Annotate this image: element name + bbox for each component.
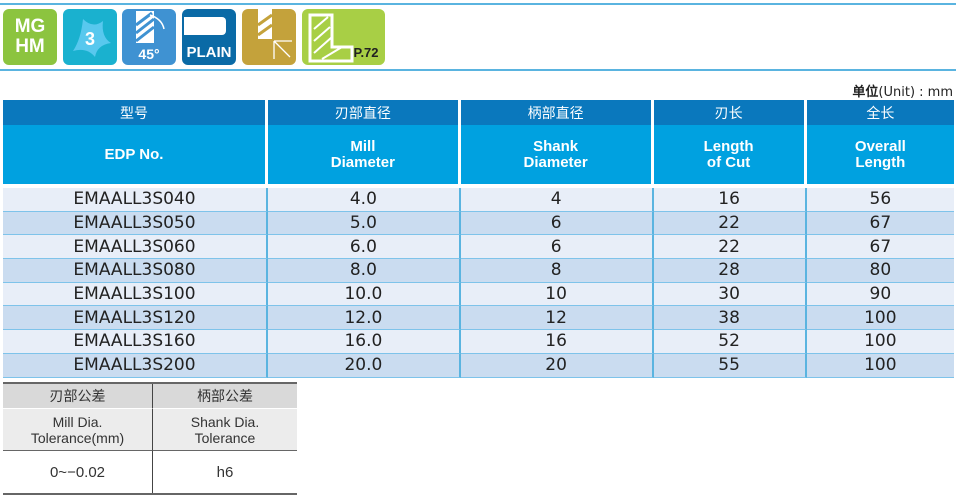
specification-table: 型号 刃部直径 柄部直径 刃长 全长 EDP No. Mill Diameter … [3, 100, 954, 378]
cell-length-of-cut: 28 [653, 259, 807, 283]
cell-overall-length: 67 [806, 235, 954, 260]
cell-overall-length: 100 [806, 353, 954, 378]
cell-shank-diameter: 8 [460, 259, 654, 283]
table-row: EMAALL3S080 8.0 8 28 80 [3, 259, 954, 283]
header-mill-diameter: Mill Diameter [268, 125, 461, 188]
mill-tolerance-value: 0~−0.02 [3, 451, 153, 493]
icon-bottom-rule [0, 69, 956, 71]
header-length-of-cut: Length of Cut [653, 125, 807, 188]
helix-angle-label: 45° [138, 46, 160, 62]
cell-shank-diameter: 16 [460, 330, 654, 354]
cell-mill-diameter: 5.0 [268, 211, 461, 236]
header-cn-overall-length: 全长 [806, 100, 954, 125]
cell-edp-no: EMAALL3S080 [3, 259, 268, 283]
table-row: EMAALL3S060 6.0 6 22 67 [3, 235, 954, 260]
cell-length-of-cut: 22 [653, 235, 807, 260]
cell-shank-diameter: 6 [460, 235, 654, 260]
cell-mill-diameter: 8.0 [268, 259, 461, 283]
header-cn-shank-diameter: 柄部直径 [460, 100, 654, 125]
page-reference-icon[interactable]: P.72 [302, 9, 385, 65]
cell-mill-diameter: 16.0 [268, 330, 461, 354]
header-cn-shank-tolerance: 柄部公差 [153, 384, 297, 409]
header-edp: EDP No. [3, 125, 268, 188]
cell-mill-diameter: 12.0 [268, 306, 461, 331]
top-rule [0, 3, 956, 5]
header-cn-mill-tolerance: 刃部公差 [3, 384, 153, 409]
table-row: EMAALL3S100 10.0 10 30 90 [3, 282, 954, 307]
cell-mill-diameter: 6.0 [268, 235, 461, 260]
shank-tolerance-value: h6 [216, 463, 234, 481]
cell-length-of-cut: 38 [653, 306, 807, 331]
cutting-direction-icon [242, 9, 296, 65]
cell-overall-length: 100 [806, 330, 954, 354]
cell-edp-no: EMAALL3S050 [3, 211, 268, 236]
cell-shank-diameter: 6 [460, 211, 654, 236]
header-shank-tolerance: Shank Dia. Tolerance [153, 409, 297, 451]
cell-length-of-cut: 55 [653, 353, 807, 378]
cell-edp-no: EMAALL3S200 [3, 353, 268, 378]
cell-overall-length: 67 [806, 211, 954, 236]
cell-length-of-cut: 30 [653, 282, 807, 307]
cell-edp-no: EMAALL3S160 [3, 330, 268, 354]
table-row: EMAALL3S120 12.0 12 38 100 [3, 306, 954, 331]
cell-overall-length: 100 [806, 306, 954, 331]
mg-hm-material-icon: MG HM [3, 9, 57, 65]
three-flute-icon: 3 [63, 9, 117, 65]
cell-edp-no: EMAALL3S060 [3, 235, 268, 260]
cell-mill-diameter: 10.0 [268, 282, 461, 307]
cell-shank-diameter: 10 [460, 282, 654, 307]
table-row: EMAALL3S040 4.0 4 16 56 [3, 188, 954, 212]
cell-overall-length: 90 [806, 282, 954, 307]
header-mill-tolerance: Mill Dia. Tolerance(mm) [3, 409, 153, 451]
table-row: EMAALL3S160 16.0 16 52 100 [3, 330, 954, 354]
cell-length-of-cut: 22 [653, 211, 807, 236]
cell-edp-no: EMAALL3S100 [3, 282, 268, 307]
unit-label: 单位(Unit) : mm [852, 85, 953, 100]
header-cn-length-of-cut: 刃长 [653, 100, 807, 125]
plain-shank-icon: PLAIN [182, 9, 236, 65]
cell-shank-diameter: 12 [460, 306, 654, 331]
svg-text:3: 3 [85, 29, 95, 49]
flute-shape-icon: 3 [73, 19, 111, 57]
cell-mill-diameter: 20.0 [268, 353, 461, 378]
tolerance-table: 刃部公差 柄部公差 Mill Dia. Tolerance(mm) Shank D… [3, 382, 297, 495]
header-shank-diameter: Shank Diameter [460, 125, 654, 188]
plain-label: PLAIN [186, 44, 232, 61]
cell-edp-no: EMAALL3S120 [3, 306, 268, 331]
header-cn-mill-diameter: 刃部直径 [268, 100, 461, 125]
cell-length-of-cut: 52 [653, 330, 807, 354]
header-cn-edp: 型号 [3, 100, 268, 125]
svg-text:P.72: P.72 [353, 45, 378, 60]
table-row: EMAALL3S200 20.0 20 55 100 [3, 353, 954, 378]
helix-45-icon: 45° [122, 9, 176, 65]
cell-overall-length: 80 [806, 259, 954, 283]
cell-shank-diameter: 4 [460, 188, 654, 212]
header-overall-length: Overall Length [806, 125, 954, 188]
table-row: EMAALL3S050 5.0 6 22 67 [3, 211, 954, 236]
cell-edp-no: EMAALL3S040 [3, 188, 268, 212]
cell-shank-diameter: 20 [460, 353, 654, 378]
cell-length-of-cut: 16 [653, 188, 807, 212]
cell-mill-diameter: 4.0 [268, 188, 461, 212]
cell-overall-length: 56 [806, 188, 954, 212]
